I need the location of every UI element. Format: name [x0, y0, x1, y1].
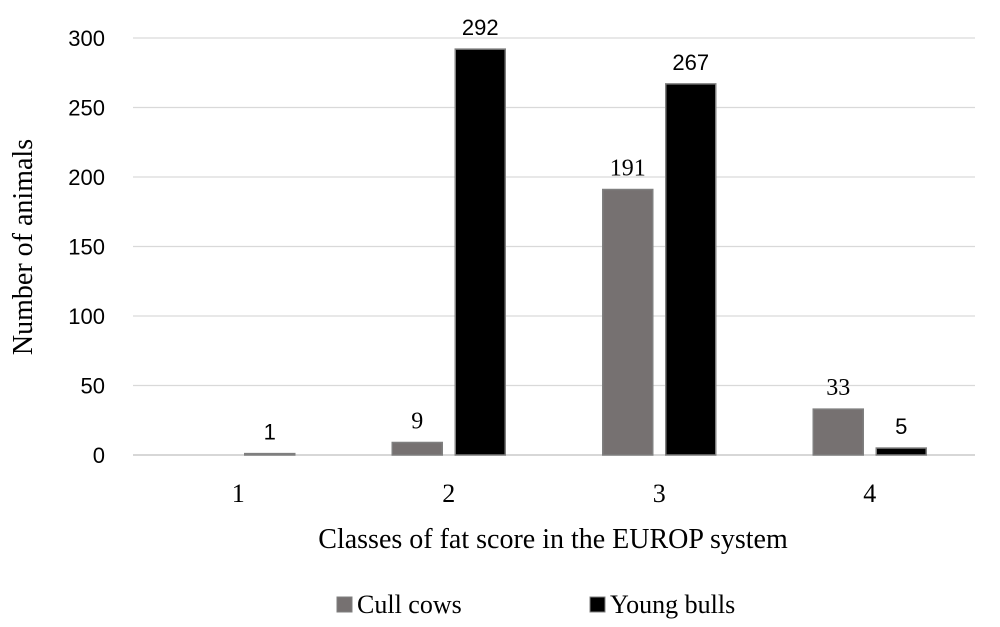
bar-cull-cows-2: [391, 441, 443, 456]
bar-cull-cows-4: [812, 408, 864, 456]
bar-young-bulls-3: [665, 83, 717, 456]
bar-cull-cows-3: [602, 188, 654, 456]
y-tick-label: 150: [68, 235, 105, 260]
y-tick-label: 100: [68, 304, 105, 329]
x-axis-ticks: 1 2 3 4: [232, 479, 877, 508]
data-label: 5: [895, 414, 907, 439]
x-tick-label: 4: [863, 479, 876, 508]
legend-swatch: [589, 596, 606, 613]
legend: Cull cows Young bulls: [336, 590, 735, 619]
x-tick-label: 2: [442, 479, 455, 508]
bar-young-bulls-1: [244, 452, 296, 456]
y-axis-ticks: 0 50 100 150 200 250 300: [68, 26, 105, 468]
data-label: 292: [462, 15, 499, 40]
x-tick-label: 1: [232, 479, 245, 508]
legend-label: Cull cows: [357, 590, 462, 619]
legend-label: Young bulls: [610, 590, 735, 619]
bar-young-bulls-4: [875, 447, 927, 456]
y-tick-label: 200: [68, 165, 105, 190]
data-label: 191: [610, 156, 646, 182]
y-tick-label: 0: [93, 443, 105, 468]
x-axis-title: Classes of fat score in the EUROP system: [318, 524, 788, 555]
legend-swatch: [336, 596, 353, 613]
gridlines: [133, 37, 975, 456]
data-label: 33: [826, 375, 850, 401]
y-tick-label: 50: [81, 374, 105, 399]
bars: [244, 48, 927, 456]
data-label: 1: [264, 420, 276, 445]
bar-young-bulls-2: [454, 48, 506, 456]
y-tick-label: 300: [68, 26, 105, 51]
y-axis-title: Number of animals: [8, 139, 39, 355]
x-tick-label: 3: [653, 479, 666, 508]
data-label: 9: [411, 408, 423, 434]
y-tick-label: 250: [68, 96, 105, 121]
data-labels: 1 9 292 191 267 33 5: [264, 15, 908, 444]
data-label: 267: [672, 50, 709, 75]
